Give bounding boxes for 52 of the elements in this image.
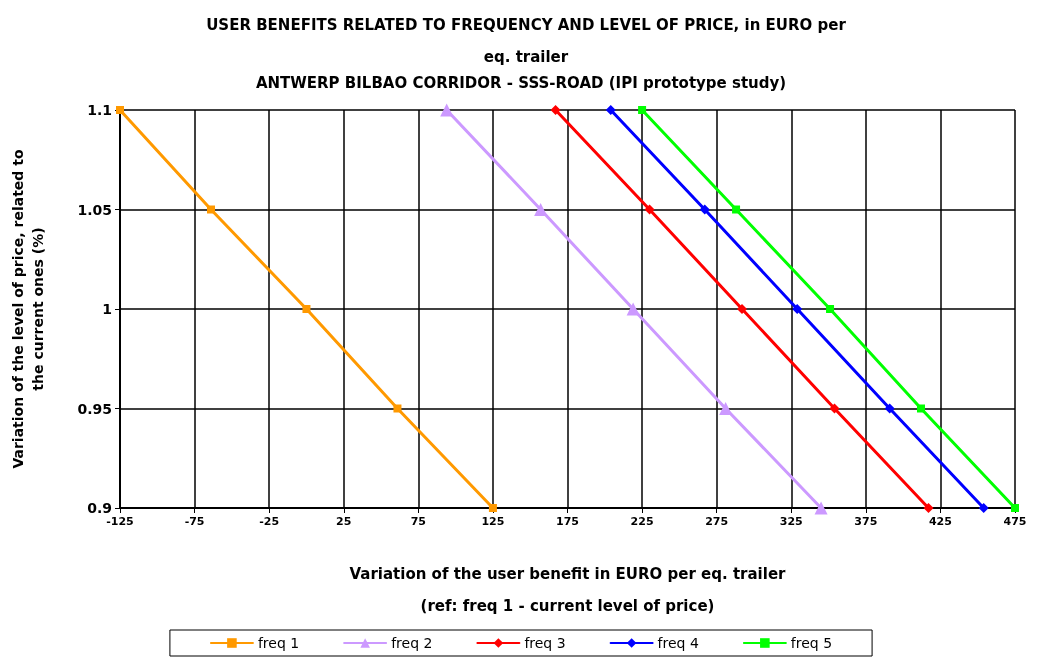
legend-label: freq 4 <box>657 635 699 651</box>
chart-title: USER BENEFITS RELATED TO FREQUENCY AND LEVEL OF PRICE, in EURO per eq. trailer <box>206 16 847 66</box>
point <box>923 503 934 513</box>
x-tick-label: 125 <box>481 515 505 528</box>
point <box>732 205 741 214</box>
x-axis-title: Variation of the user benefit in EURO per eq. trailer (ref: freq 1 - current level of price) <box>349 565 787 615</box>
x-tick-label: 475 <box>1003 515 1027 528</box>
point <box>638 106 647 114</box>
y-tick-label: 0.9 <box>87 500 112 516</box>
point <box>829 403 840 414</box>
legend-label: freq 2 <box>391 635 433 651</box>
point <box>814 501 828 515</box>
point <box>917 404 926 413</box>
point <box>699 204 710 215</box>
x-tick-label: 325 <box>779 515 803 528</box>
point <box>116 106 124 114</box>
x-tick-label: -75 <box>184 515 205 528</box>
point <box>605 105 616 115</box>
point <box>393 404 402 413</box>
y-tick-label: 0.95 <box>77 400 112 417</box>
point <box>978 503 989 513</box>
point <box>719 402 733 415</box>
chart-subtitle: ANTWERP BILBAO CORRIDOR - SSS-ROAD (IPI prototype study) <box>255 73 787 92</box>
x-tick-label: -125 <box>106 515 134 528</box>
x-tick-label: 275 <box>705 515 729 528</box>
y-tick-label: 1.1 <box>87 102 112 118</box>
x-tick-label: 225 <box>630 515 654 528</box>
x-tick-label: -25 <box>259 515 280 528</box>
y-tick-label: 1 <box>102 301 112 317</box>
point <box>488 504 497 512</box>
point <box>1011 504 1019 512</box>
x-tick-label: 425 <box>928 515 952 528</box>
point <box>826 305 835 313</box>
point <box>302 305 311 313</box>
point <box>626 302 640 316</box>
point <box>792 304 803 314</box>
x-tick-label: 25 <box>336 515 352 528</box>
point <box>440 103 454 117</box>
y-axis-title: Variation of the level of price, related to the current ones (%) <box>10 149 46 469</box>
point <box>737 304 748 314</box>
point <box>534 203 548 216</box>
legend-label: freq 5 <box>790 635 833 651</box>
legend-label: freq 3 <box>524 635 566 651</box>
x-tick-label: 175 <box>556 515 579 528</box>
x-tick-label: 75 <box>410 515 426 528</box>
legend-label: freq 1 <box>257 635 300 651</box>
point <box>644 204 655 215</box>
x-tick-label: 375 <box>854 515 878 528</box>
y-tick-label: 1.05 <box>77 201 112 218</box>
point <box>206 205 215 214</box>
point <box>550 105 561 115</box>
point <box>884 403 895 414</box>
